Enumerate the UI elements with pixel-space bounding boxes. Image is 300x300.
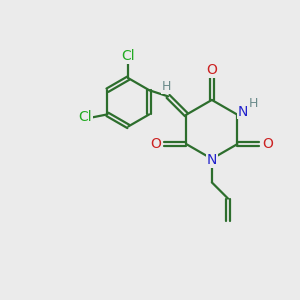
Text: O: O	[151, 137, 161, 151]
Text: N: N	[207, 153, 217, 167]
Text: H: H	[249, 97, 258, 110]
Text: Cl: Cl	[79, 110, 92, 124]
Text: O: O	[262, 137, 273, 151]
Text: O: O	[206, 64, 217, 77]
Text: Cl: Cl	[122, 49, 135, 63]
Text: N: N	[237, 105, 248, 119]
Text: H: H	[162, 80, 171, 94]
